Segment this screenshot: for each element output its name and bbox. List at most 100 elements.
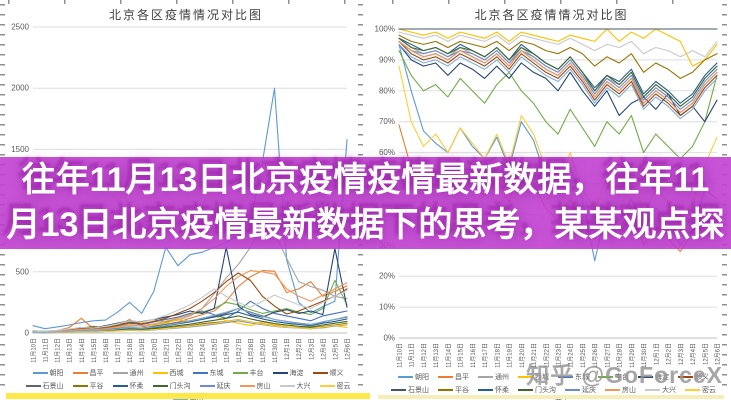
x-tick-label: 11月14日 — [79, 338, 86, 363]
x-tick-label: 11月17日 — [482, 343, 489, 368]
legend-label: 门头沟 — [535, 387, 556, 394]
legend-swatch — [72, 372, 88, 374]
legend-swatch — [239, 385, 255, 387]
x-tick-label: 11月12日 — [55, 338, 62, 363]
legend-swatch — [438, 389, 453, 391]
legend-item: 东城 — [558, 372, 589, 382]
legend-item: 顺义 — [678, 372, 709, 382]
legend-label: 海淀 — [289, 370, 304, 377]
right-chart-title: 北京各区疫情情况对比图 — [474, 8, 629, 22]
legend-label: 丰台 — [615, 374, 629, 381]
legend-swatch — [279, 385, 295, 387]
legend-item: 西城 — [152, 368, 184, 378]
x-tick-label: 11月28日 — [617, 343, 624, 368]
series-line — [398, 37, 718, 107]
y-tick-label: 500 — [16, 267, 30, 276]
legend-label: 密云 — [336, 383, 351, 390]
x-tick-label: 11月22日 — [175, 338, 182, 363]
legend-swatch — [112, 372, 128, 374]
series-line — [398, 31, 718, 58]
yellow-strip-left — [6, 393, 370, 399]
y-tick-label: 2500 — [11, 23, 29, 32]
legend-item: 丰台 — [232, 368, 264, 378]
legend-swatch — [438, 376, 453, 378]
legend-swatch — [558, 376, 573, 378]
x-tick-label: 11月15日 — [91, 338, 98, 363]
y-tick-label: 80% — [379, 86, 395, 95]
series-line — [32, 270, 348, 333]
x-tick-label: 12月3日 — [678, 343, 685, 365]
x-tick-label: 11月11日 — [409, 343, 416, 367]
x-tick-label: 12月6日 — [715, 343, 722, 365]
legend-label: 朝阳 — [415, 374, 429, 381]
legend-swatch — [192, 372, 208, 374]
tick-marks-top-left — [8, 0, 364, 4]
legend-label: 怀柔 — [495, 387, 509, 394]
legend-swatch — [398, 376, 413, 378]
legend-label: 房山 — [622, 387, 636, 394]
legend-item: 怀柔 — [112, 381, 144, 391]
series-line — [32, 300, 348, 333]
legend-item: 密云 — [319, 381, 351, 391]
x-tick-label: 11月12日 — [421, 343, 428, 368]
legend-item: 通州 — [112, 368, 144, 378]
x-tick-label: 11月25日 — [580, 343, 587, 368]
series-line — [32, 307, 348, 334]
legend-label: 昌平 — [89, 370, 104, 377]
legend-swatch — [605, 389, 620, 391]
y-tick-label: 100% — [375, 25, 395, 34]
legend-swatch — [518, 389, 533, 391]
legend-item: 顺义 — [312, 368, 344, 378]
legend-label: 房山 — [256, 383, 271, 390]
legend-item: 东城 — [192, 368, 224, 378]
series-line — [398, 43, 718, 120]
legend-label: 东城 — [209, 370, 224, 377]
x-tick-label: 11月30日 — [272, 338, 279, 363]
x-tick-label: 11月22日 — [543, 343, 550, 368]
y-tick-label: 70% — [379, 117, 395, 126]
legend-label: 怀柔 — [129, 383, 144, 390]
x-tick-label: 11月16日 — [470, 343, 477, 368]
x-tick-label: 11月26日 — [224, 338, 231, 363]
legend-swatch — [172, 398, 188, 400]
x-tick-label: 11月13日 — [67, 338, 74, 363]
legend-swatch — [312, 372, 328, 374]
legend-item: 房山 — [239, 381, 271, 391]
legend-label: 西城 — [169, 370, 184, 377]
headline-line-1: 往年11月13日北京疫情疫情最新数据，往年11 — [21, 161, 710, 199]
legend-label: 门头沟 — [169, 383, 191, 390]
legend-item: 丰台 — [598, 372, 629, 382]
x-tick-label: 11月23日 — [188, 338, 195, 363]
y-tick-label: 90% — [379, 55, 395, 64]
left-chart-title: 北京各区疫情情况对比图 — [108, 8, 263, 22]
y-tick-label: 60% — [379, 148, 395, 157]
zhihu-watermark: 知乎 @GoForceX — [526, 362, 723, 388]
legend-item: 石景山 — [391, 385, 429, 395]
series-line — [32, 288, 348, 333]
legend-label: 昌平 — [455, 374, 469, 381]
legend-label: 海淀 — [655, 374, 669, 381]
legend-item: 平谷 — [438, 385, 469, 395]
legend-swatch — [199, 385, 215, 387]
x-tick-label: 11月11日 — [43, 338, 50, 362]
legend-item: 昌平 — [438, 372, 469, 382]
legend-label: 西城 — [535, 374, 549, 381]
x-tick-label: 11月21日 — [163, 338, 170, 363]
x-tick-label: 11月27日 — [236, 338, 243, 363]
series-line — [398, 28, 718, 67]
legend-swatch — [678, 376, 693, 378]
legend-label: 石景山 — [42, 383, 64, 390]
legend-item: 房山 — [605, 385, 636, 395]
legend-item: 平谷 — [72, 381, 104, 391]
right-chart: 100%90%80%70%60%50%40%30%20%10%0%11月10日1… — [375, 25, 722, 368]
x-tick-label: 11月24日 — [200, 338, 207, 363]
x-tick-label: 11月17日 — [115, 338, 122, 363]
x-tick-label: 11月21日 — [531, 343, 538, 368]
x-tick-label: 12月1日 — [653, 343, 660, 365]
x-tick-label: 11月13日 — [433, 343, 440, 368]
legend-item: 延庆 — [199, 381, 231, 391]
legend-label: 东城 — [575, 374, 589, 381]
legend-label: 大兴 — [296, 383, 311, 390]
series-line — [398, 34, 718, 79]
